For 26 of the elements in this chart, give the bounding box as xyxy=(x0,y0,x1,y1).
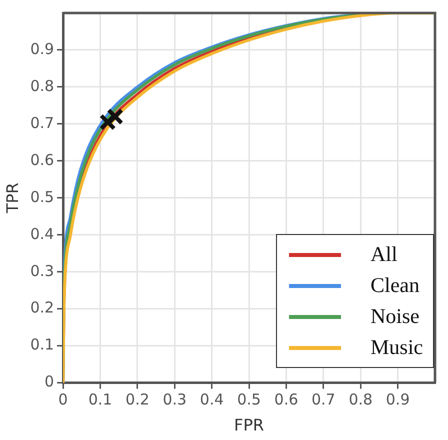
x-tick-label: 0.3 xyxy=(162,390,187,409)
y-axis-title: TPR xyxy=(2,182,22,214)
x-tick-label: 0.7 xyxy=(311,390,336,409)
legend-label: Music xyxy=(370,335,423,360)
x-tick-label: 0.6 xyxy=(274,390,298,409)
legend-label: Clean xyxy=(370,273,420,298)
y-tick-label: 0.6 xyxy=(30,150,54,169)
x-tick-label: 0 xyxy=(58,390,68,409)
x-tick-label: 0.8 xyxy=(348,390,373,409)
legend-label: All xyxy=(370,242,398,267)
x-tick-label: 0.4 xyxy=(200,390,224,409)
x-tick-label: 0.9 xyxy=(386,390,410,409)
y-tick-label: 0.5 xyxy=(30,188,54,206)
y-tick-label: 0 xyxy=(44,372,54,391)
y-tick-label: 0.3 xyxy=(30,262,54,280)
x-tick-label: 0.5 xyxy=(237,390,261,409)
x-axis-title: FPR xyxy=(234,416,264,435)
y-tick-label: 0.2 xyxy=(30,298,54,317)
y-tick-label: 0.9 xyxy=(30,40,54,58)
x-tick-label: 0.1 xyxy=(88,390,112,409)
y-tick-label: 0.8 xyxy=(30,76,54,95)
y-tick-label: 0.4 xyxy=(30,224,54,243)
y-tick-label: 0.7 xyxy=(30,114,54,132)
y-tick-label: 0.1 xyxy=(30,336,54,354)
legend-label: Noise xyxy=(370,304,420,329)
x-tick-label: 0.2 xyxy=(126,390,150,409)
